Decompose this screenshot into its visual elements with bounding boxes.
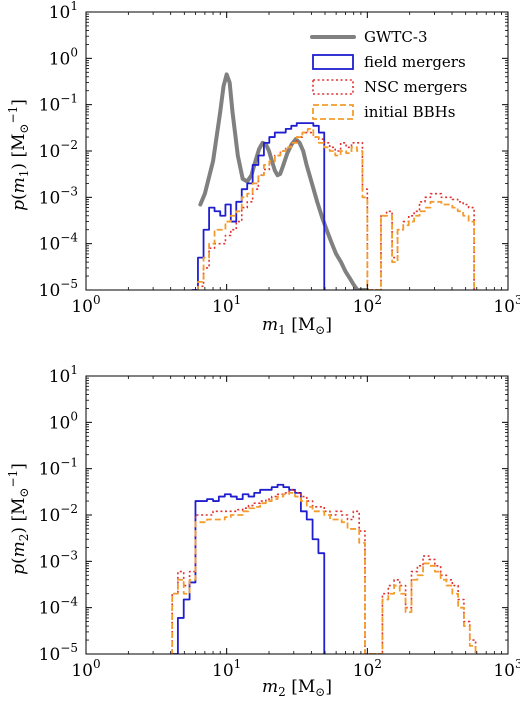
y-tick-label: 10−5: [39, 641, 78, 665]
series-line-series-3: [171, 491, 477, 654]
chart-panel-2: 100 101 102 103 10−5 10−4 10−3 10−2 10−1 100 101 m2…: [6, 363, 520, 699]
legend-label: NSC mergers: [364, 78, 467, 96]
x-tick-label: 103: [493, 293, 520, 317]
y-tick-label: 10−1: [39, 92, 78, 116]
y-tick-label: 101: [49, 363, 78, 387]
y-tick-label: 100: [49, 409, 78, 433]
legend-swatch: [312, 54, 354, 70]
y-tick-label: 101: [49, 0, 78, 23]
y-axis-label: p(m2) [M⊙−1]: [6, 463, 31, 575]
x-tick-label: 101: [212, 657, 241, 681]
legend-label: initial BBHs: [364, 103, 455, 121]
y-tick-label: 10−1: [39, 456, 78, 480]
x-tick-label: 100: [71, 657, 100, 681]
legend-swatch: [312, 79, 354, 95]
x-axis-label: m2 [M⊙]: [262, 677, 332, 699]
legend-item: field mergers: [312, 53, 466, 71]
series-line-series-2: [171, 488, 477, 654]
series-line-field-mergers: [191, 122, 326, 290]
x-tick-label: 102: [353, 657, 382, 681]
y-tick-label: 10−3: [39, 184, 78, 208]
plot-area: [191, 72, 475, 290]
legend: GWTC-3 field mergers NSC mergers initial BB…: [310, 28, 467, 121]
y-tick-label: 10−2: [39, 502, 78, 526]
legend-swatch: [312, 104, 354, 120]
y-tick-label: 100: [49, 45, 78, 69]
legend-item: GWTC-3: [310, 28, 428, 46]
x-tick-label: 101: [212, 293, 241, 317]
chart-panel-1: 100 101 102 103 10−5 10−4 10−3 10−2 10−1 100 101 m1…: [6, 0, 520, 337]
x-axis-label: m1 [M⊙]: [262, 315, 332, 337]
series-line-nsc-mergers: [197, 131, 475, 290]
axes-frame: [85, 375, 509, 655]
legend-item: NSC mergers: [312, 78, 467, 96]
x-tick-label: 100: [71, 293, 100, 317]
series-line-initial-bbhs: [197, 127, 475, 290]
y-tick-label: 10−5: [39, 277, 78, 301]
y-tick-label: 10−3: [39, 548, 78, 572]
plot-area: [171, 483, 477, 654]
legend-item: initial BBHs: [312, 103, 455, 121]
x-tick-label: 103: [493, 657, 520, 681]
legend-label: field mergers: [364, 53, 466, 71]
legend-label: GWTC-3: [364, 28, 428, 46]
x-tick-label: 102: [353, 293, 382, 317]
y-tick-label: 10−4: [39, 595, 79, 619]
y-tick-label: 10−4: [39, 231, 79, 255]
series-line-gwtc-3: [198, 72, 370, 290]
y-tick-label: 10−2: [39, 138, 78, 162]
y-axis-label: p(m1) [M⊙−1]: [6, 99, 31, 211]
